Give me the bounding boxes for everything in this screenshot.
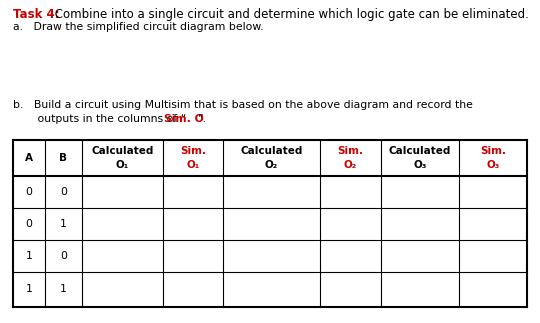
Text: 0: 0 <box>25 219 32 229</box>
Text: O₁: O₁ <box>116 160 129 170</box>
Text: O₁: O₁ <box>186 160 200 170</box>
Text: outputs in the columns of “: outputs in the columns of “ <box>13 114 186 124</box>
Text: Sim.: Sim. <box>480 146 506 156</box>
Text: Sim.: Sim. <box>180 146 206 156</box>
Text: 1: 1 <box>25 251 32 261</box>
Text: Calculated: Calculated <box>91 146 154 156</box>
Text: ”.: ”. <box>197 114 206 124</box>
Text: 1: 1 <box>25 285 32 295</box>
Text: Sim. O: Sim. O <box>164 114 204 124</box>
Text: Sim.: Sim. <box>338 146 363 156</box>
Text: a.   Draw the simplified circuit diagram below.: a. Draw the simplified circuit diagram b… <box>13 22 264 32</box>
Text: 1: 1 <box>60 285 67 295</box>
Text: O₂: O₂ <box>265 160 278 170</box>
Text: Combine into a single circuit and determine which logic gate can be eliminated.: Combine into a single circuit and determ… <box>51 8 529 21</box>
Text: B: B <box>59 153 68 163</box>
Text: O₂: O₂ <box>344 160 357 170</box>
Text: O₃: O₃ <box>487 160 500 170</box>
Text: 0: 0 <box>60 251 67 261</box>
Text: Task 4:: Task 4: <box>13 8 59 21</box>
Text: Calculated: Calculated <box>389 146 451 156</box>
Text: Calculated: Calculated <box>240 146 303 156</box>
Text: 1: 1 <box>60 219 67 229</box>
Text: 0: 0 <box>25 187 32 197</box>
Text: 0: 0 <box>60 187 67 197</box>
Text: b.   Build a circuit using Multisim that is based on the above diagram and recor: b. Build a circuit using Multisim that i… <box>13 100 473 110</box>
Text: O₃: O₃ <box>413 160 427 170</box>
Text: A: A <box>25 153 33 163</box>
